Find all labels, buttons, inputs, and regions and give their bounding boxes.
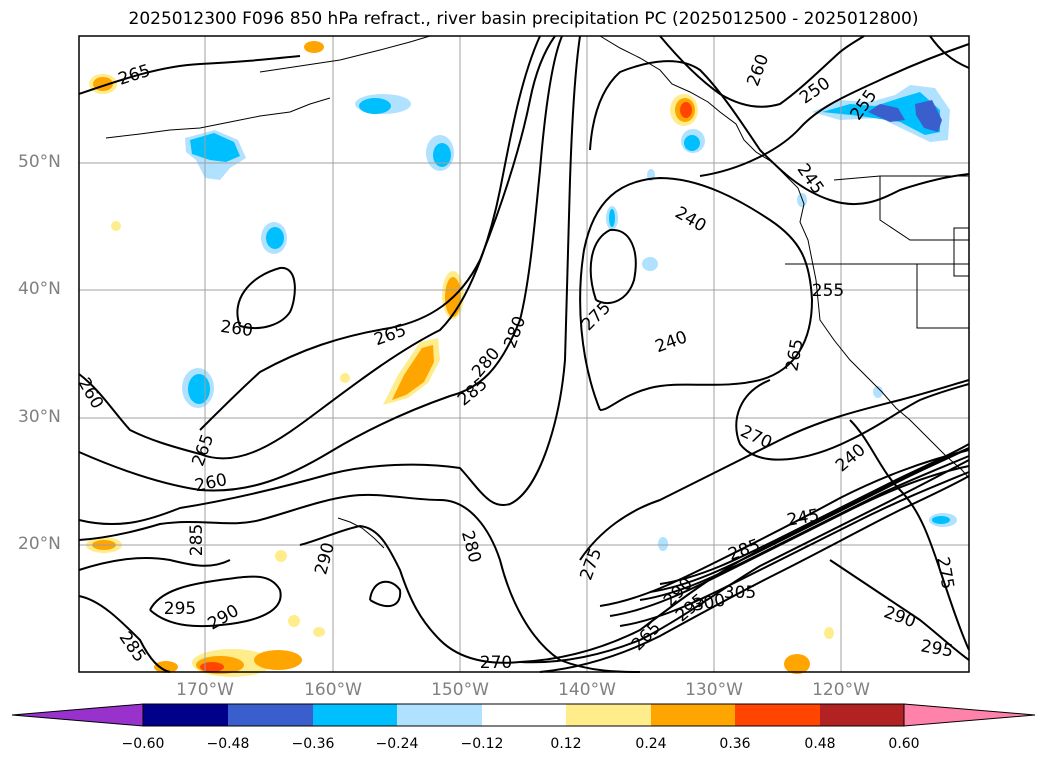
contour-label: 255 bbox=[812, 281, 844, 301]
lon-label: 170°W bbox=[176, 680, 234, 700]
colorbar-tick-label: 0.36 bbox=[719, 736, 751, 752]
map-title: 2025012300 F096 850 hPa refract., river … bbox=[128, 9, 919, 29]
colorbar-tick-label: −0.36 bbox=[291, 736, 335, 752]
contour-label: 285 bbox=[187, 524, 207, 556]
plot-border bbox=[78, 35, 970, 673]
colorbar-tick-label: −0.60 bbox=[121, 736, 165, 752]
colorbar-swatch bbox=[735, 704, 820, 726]
lon-label: 120°W bbox=[812, 680, 870, 700]
contour-lines bbox=[78, 35, 970, 673]
lat-label: 40°N bbox=[18, 279, 61, 299]
colorbar-swatch bbox=[313, 704, 397, 726]
lon-label: 160°W bbox=[304, 680, 362, 700]
contour-label: 305 bbox=[724, 583, 756, 603]
colorbar-swatch bbox=[397, 704, 482, 726]
colorbar-swatch bbox=[143, 704, 228, 726]
lat-label: 30°N bbox=[18, 407, 61, 427]
colorbar-swatch bbox=[566, 704, 651, 726]
colorbar-tick-label: 0.60 bbox=[888, 736, 920, 752]
contour-label: 295 bbox=[164, 599, 196, 619]
colorbar-swatch bbox=[820, 704, 904, 726]
colorbar-swatch bbox=[228, 704, 313, 726]
lon-label: 150°W bbox=[431, 680, 489, 700]
colorbar-swatch bbox=[482, 704, 566, 726]
colorbar-tick-label: −0.48 bbox=[206, 736, 250, 752]
colorbar-tick-label: 0.24 bbox=[635, 736, 667, 752]
colorbar-extend-high bbox=[903, 703, 1036, 727]
coastlines bbox=[105, 35, 970, 549]
colorbar bbox=[11, 703, 1036, 727]
colorbar-tick-label: −0.12 bbox=[460, 736, 504, 752]
lon-label: 140°W bbox=[558, 680, 616, 700]
lat-label: 50°N bbox=[18, 152, 61, 172]
lon-label: 130°W bbox=[685, 680, 743, 700]
negative-shading bbox=[182, 85, 957, 551]
colorbar-swatch bbox=[651, 704, 735, 726]
colorbar-extend-low bbox=[11, 703, 144, 727]
contour-label: 260 bbox=[219, 317, 254, 341]
lat-label: 20°N bbox=[18, 534, 61, 554]
colorbar-tick-label: −0.24 bbox=[375, 736, 419, 752]
colorbar-tick-label: 0.12 bbox=[550, 736, 582, 752]
contour-label: 270 bbox=[480, 653, 512, 673]
colorbar-tick-label: 0.48 bbox=[804, 736, 836, 752]
positive-shading bbox=[86, 41, 834, 677]
